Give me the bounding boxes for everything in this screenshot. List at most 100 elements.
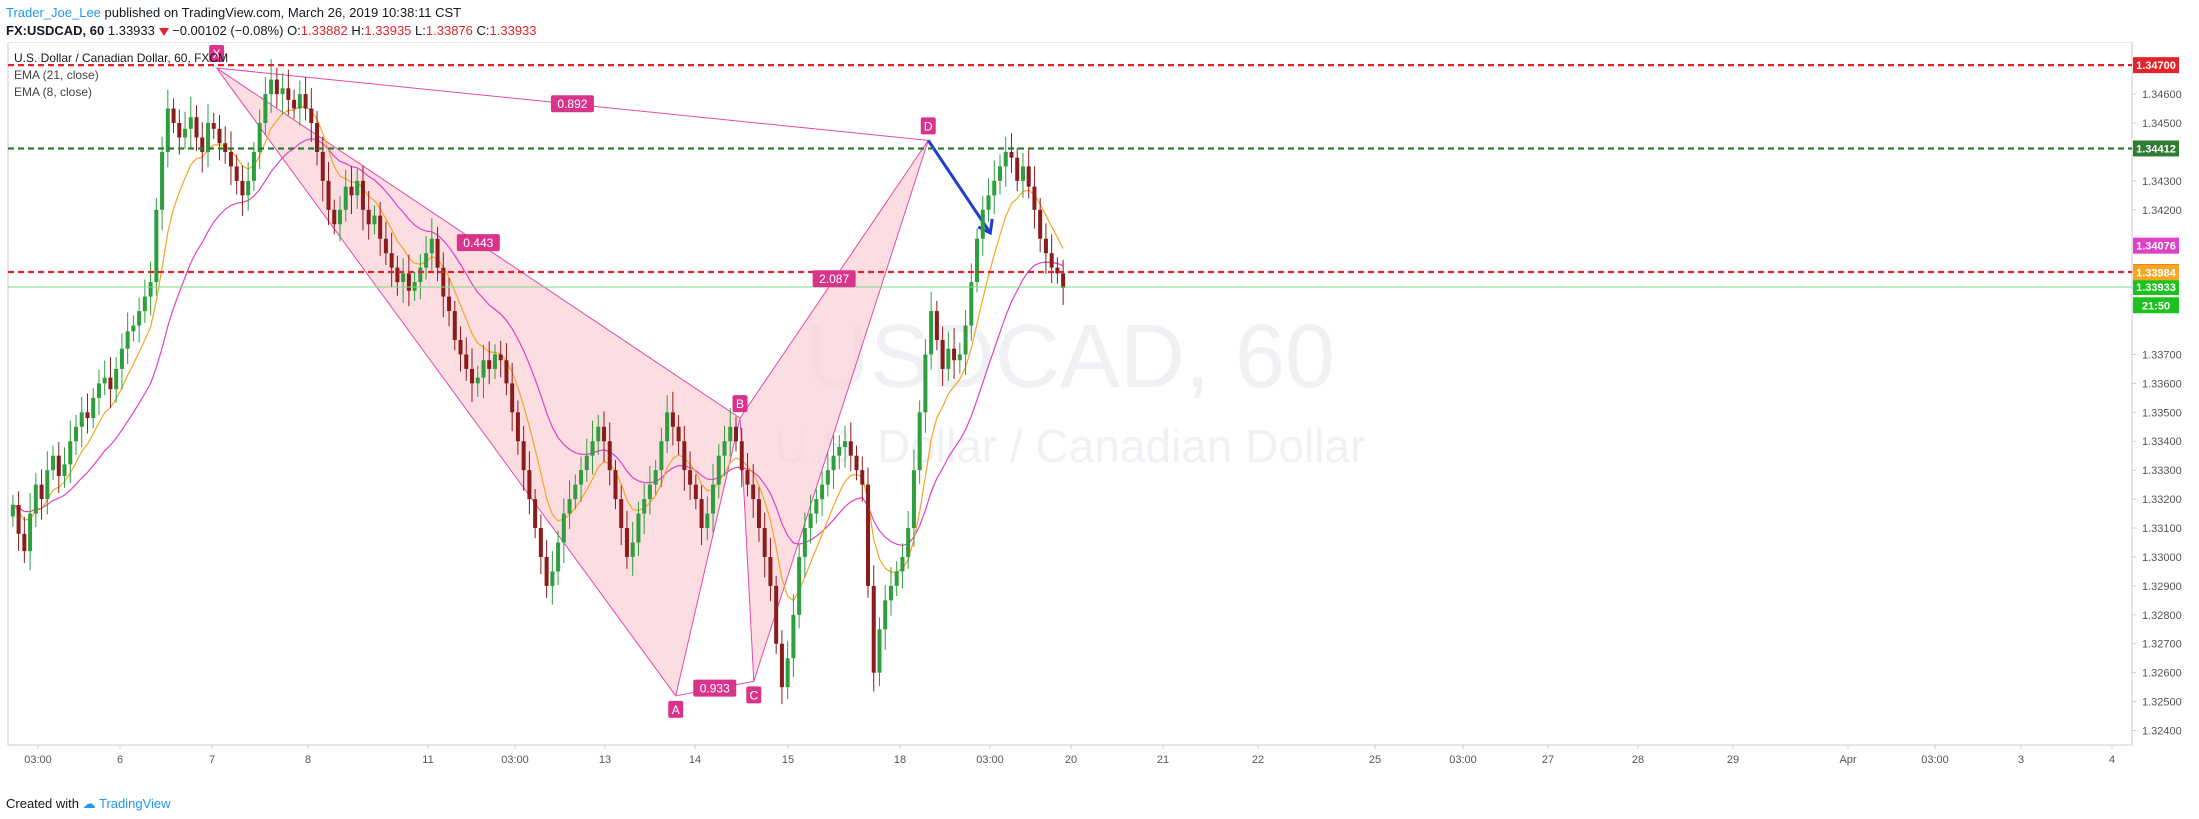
candle-body xyxy=(337,209,343,225)
x-tick-label: 13 xyxy=(599,754,611,766)
candle-body xyxy=(447,296,452,312)
price-tag xyxy=(2133,264,2179,281)
legend-ema21: EMA (21, close) xyxy=(14,68,99,82)
candle-body xyxy=(820,484,825,500)
x-tick-label: Apr xyxy=(1839,754,1856,766)
price-change: −0.00102 (−0.08%) xyxy=(172,23,284,38)
y-tick-label: 1.33700 xyxy=(2142,349,2182,361)
y-tick-label: 1.32800 xyxy=(2142,610,2182,622)
candle-body xyxy=(292,99,297,109)
candle-body xyxy=(211,123,216,129)
candle-body xyxy=(418,267,423,283)
candle-body xyxy=(957,354,962,361)
point-label-c: C xyxy=(749,688,758,702)
candle-body xyxy=(888,585,893,601)
candle-body xyxy=(917,412,922,471)
candle-body xyxy=(894,571,899,586)
price-chart[interactable]: USDCAD, 60 U.S. Dollar / Canadian Dollar… xyxy=(0,42,2199,794)
candle-body xyxy=(452,311,457,340)
author-link[interactable]: Trader_Joe_Lee xyxy=(6,5,101,20)
candle-body xyxy=(91,397,96,419)
candle-body xyxy=(756,499,761,529)
y-tick-label: 1.34200 xyxy=(2142,205,2182,217)
time-axis[interactable]: 03:00 6 7 8 11 03:00 13 14 15 18 03:00 20 21 22 25 03:0… xyxy=(24,745,2115,766)
y-tick-label: 1.32500 xyxy=(2142,697,2182,709)
plot-area[interactable] xyxy=(7,42,2133,746)
candle-body xyxy=(131,325,136,332)
candle-body xyxy=(544,556,549,586)
candle-body xyxy=(871,585,876,673)
candle-body xyxy=(39,484,44,500)
low-label: L: xyxy=(415,23,426,38)
candle-body xyxy=(389,253,394,268)
candle-body xyxy=(940,339,945,369)
candle-body xyxy=(223,143,228,152)
candle-body xyxy=(458,339,463,355)
ratio-label-xb-bg xyxy=(456,234,500,252)
candle-body xyxy=(274,79,279,95)
candle-body xyxy=(808,513,813,529)
candle-body xyxy=(487,360,492,369)
tradingview-logo-icon: ☁ xyxy=(82,796,96,811)
candle-body xyxy=(831,455,836,471)
price-axis[interactable]: 1.34600 1.34500 1.34300 1.34200 1.33700 1.336… xyxy=(2132,89,2182,738)
candle-body xyxy=(188,117,193,129)
y-tick-label: 1.33600 xyxy=(2142,378,2182,390)
price-tag-label: 1.33984 xyxy=(2136,267,2177,279)
x-tick-label: 15 xyxy=(782,754,794,766)
y-tick-label: 1.34600 xyxy=(2142,89,2182,101)
candle-body xyxy=(401,273,406,283)
candle-body xyxy=(601,426,607,442)
candle-body xyxy=(297,94,302,109)
candle-body xyxy=(441,267,446,297)
close-label: C: xyxy=(476,23,490,38)
x-tick-label: 25 xyxy=(1369,754,1381,766)
candle-body xyxy=(366,209,371,225)
horizontal-levels[interactable]: 1.347001.344121.339851.339331.340761.339… xyxy=(8,57,2179,314)
candle-body xyxy=(73,426,79,442)
y-tick-label: 1.34500 xyxy=(2142,118,2182,130)
candle-body xyxy=(286,88,291,100)
candle-body xyxy=(733,426,739,442)
y-tick-label: 1.33200 xyxy=(2142,494,2182,506)
candle-body xyxy=(464,354,469,369)
point-label-d: D xyxy=(924,119,933,133)
candle-body xyxy=(228,151,233,167)
candle-body xyxy=(102,377,107,384)
candle-body xyxy=(378,215,383,239)
candle-body xyxy=(142,296,147,312)
x-tick-label: 4 xyxy=(2109,754,2115,766)
legend-title: U.S. Dollar / Canadian Dollar, 60, FXCM xyxy=(14,51,228,65)
candle-body xyxy=(946,348,951,369)
published-text: published on TradingView.com, March 26, … xyxy=(104,5,462,20)
candle-body xyxy=(699,499,704,529)
ratio-label-xb: 0.443 xyxy=(463,236,493,250)
candle-body xyxy=(619,499,624,529)
y-tick-label: 1.33000 xyxy=(2142,552,2182,564)
projection-arrow xyxy=(927,139,992,234)
open-label: O: xyxy=(287,23,301,38)
candle-body xyxy=(797,556,802,615)
candle-body xyxy=(1009,151,1014,158)
point-label-x-bg xyxy=(209,45,225,63)
symbol-line: FX:USDCAD, 60 1.33933 −0.00102 (−0.08%) … xyxy=(6,22,537,40)
x-tick-label: 03:00 xyxy=(24,754,52,766)
candle-body xyxy=(785,658,790,688)
candle-body xyxy=(992,180,997,196)
tradingview-link[interactable]: TradingView xyxy=(99,796,171,811)
candle-body xyxy=(997,166,1003,181)
point-label-c-bg xyxy=(746,686,762,704)
candle-body xyxy=(10,504,15,517)
candle-body xyxy=(240,180,245,196)
candle-body xyxy=(533,499,538,529)
level-price-tag xyxy=(2133,140,2179,157)
x-tick-label: 03:00 xyxy=(1449,754,1477,766)
low-value: 1.33876 xyxy=(425,23,473,38)
level-price-label: 1.34700 xyxy=(2136,60,2176,72)
x-tick-label: 21 xyxy=(1157,754,1169,766)
y-tick-label: 1.33500 xyxy=(2142,407,2182,419)
ratio-label-bd-bg xyxy=(812,270,856,288)
candle-body xyxy=(860,470,865,485)
candle-body xyxy=(676,426,681,442)
candle-body xyxy=(269,79,274,95)
